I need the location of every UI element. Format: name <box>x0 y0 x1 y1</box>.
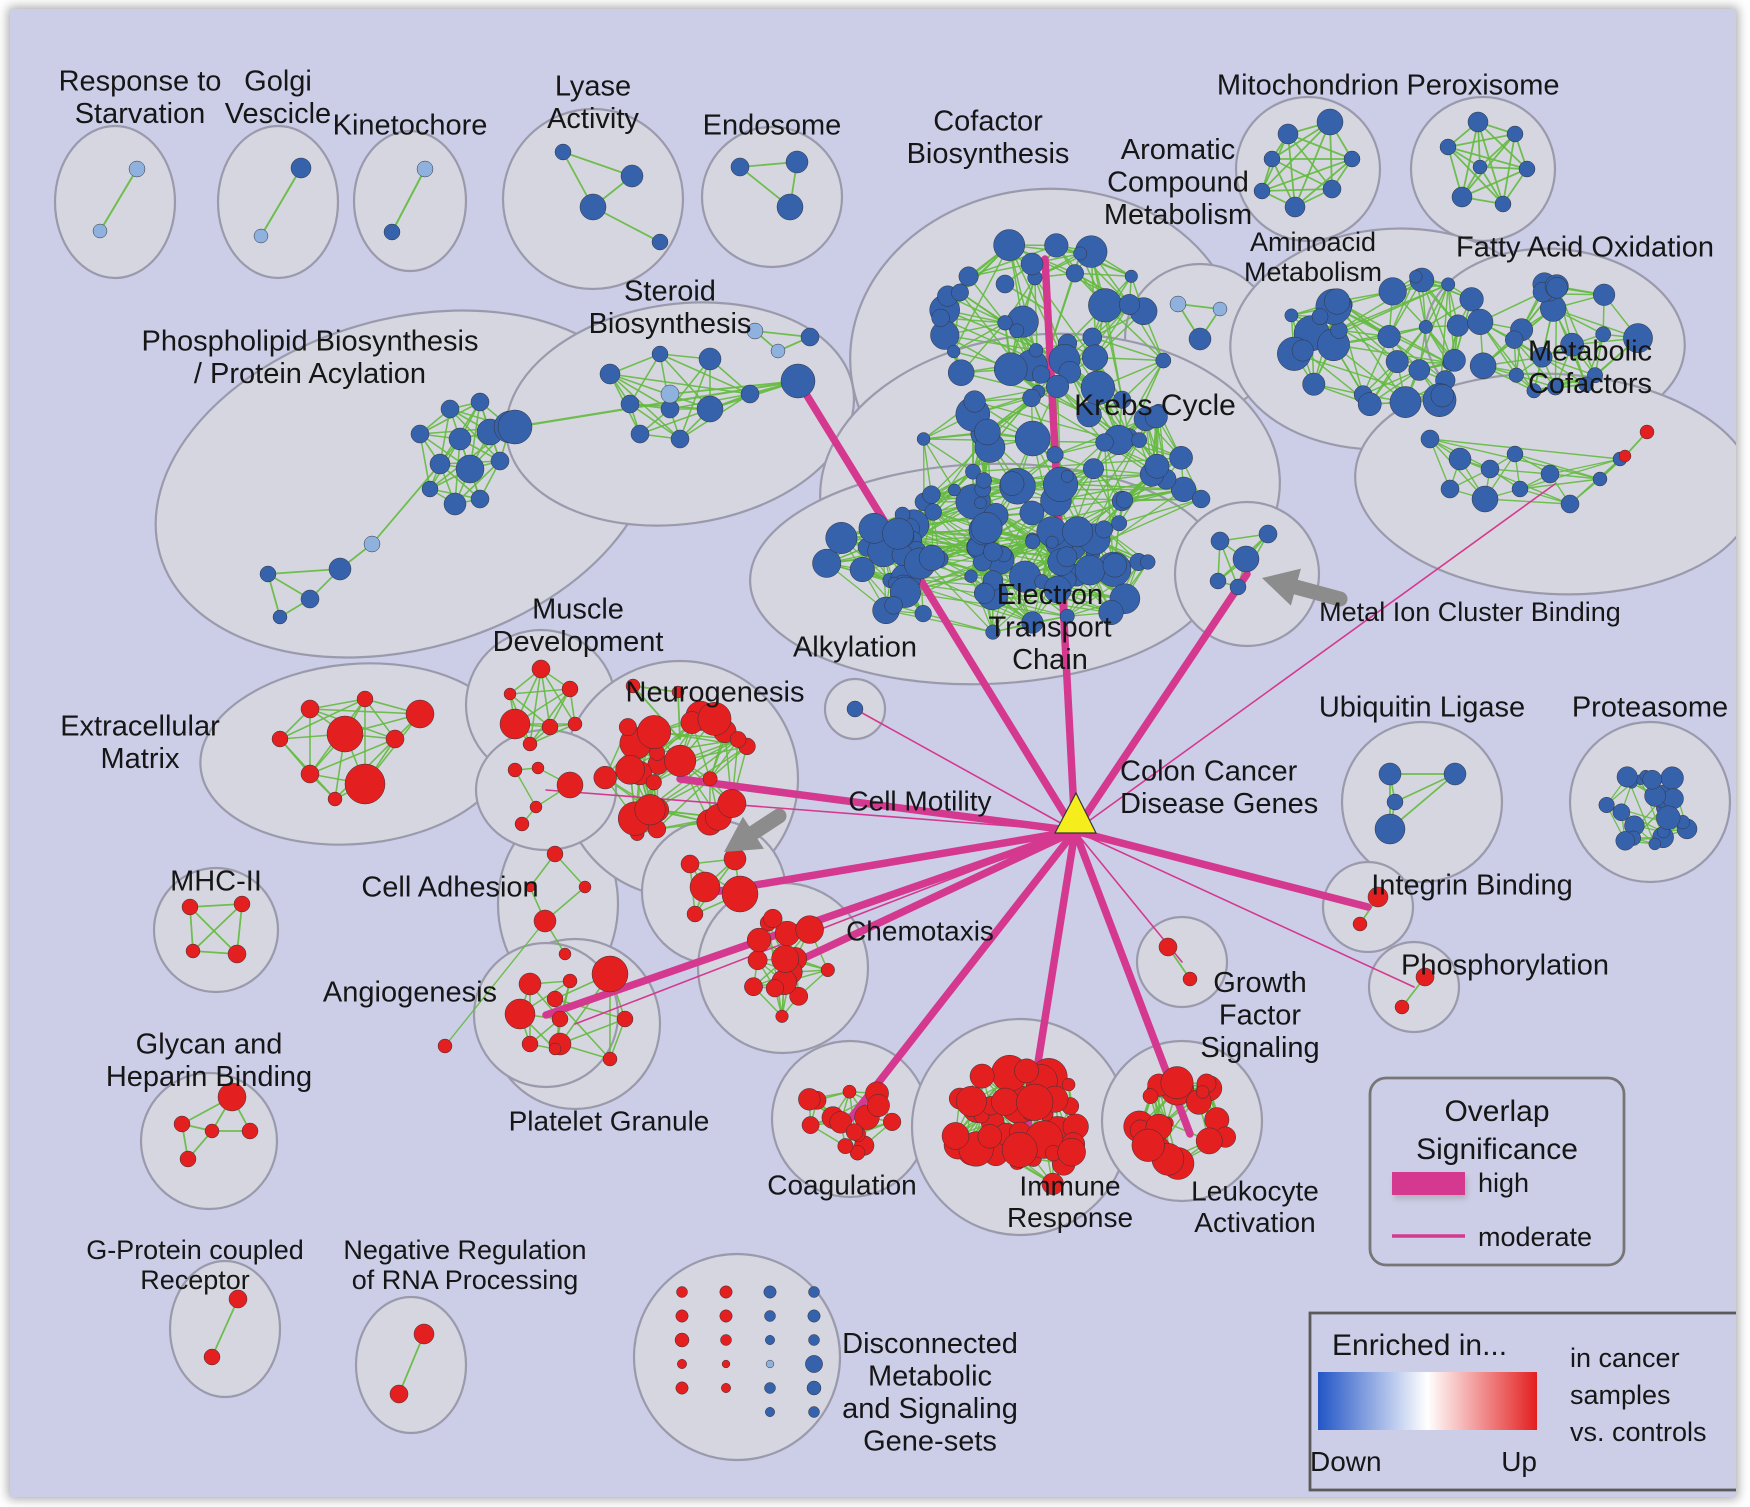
svg-text:Aromatic: Aromatic <box>1121 134 1235 166</box>
svg-text:Angiogenesis: Angiogenesis <box>323 977 497 1009</box>
svg-text:Cell Motility: Cell Motility <box>848 785 991 816</box>
svg-text:Enriched in...: Enriched in... <box>1332 1329 1507 1362</box>
svg-text:Metabolism: Metabolism <box>1104 199 1252 231</box>
svg-text:high: high <box>1478 1168 1529 1198</box>
svg-text:Overlap: Overlap <box>1444 1095 1549 1128</box>
svg-text:Activation: Activation <box>1194 1207 1315 1238</box>
svg-text:Biosynthesis: Biosynthesis <box>907 138 1070 170</box>
svg-text:G-Protein coupled: G-Protein coupled <box>86 1235 304 1265</box>
svg-text:/ Protein Acylation: / Protein Acylation <box>194 358 426 390</box>
svg-text:Endosome: Endosome <box>703 110 842 142</box>
svg-text:Cofactor: Cofactor <box>933 105 1043 137</box>
svg-text:Phosphorylation: Phosphorylation <box>1401 950 1609 982</box>
svg-text:vs. controls: vs. controls <box>1570 1417 1707 1447</box>
svg-text:Platelet Granule: Platelet Granule <box>509 1105 710 1136</box>
svg-text:Mitochondrion: Mitochondrion <box>1217 70 1399 102</box>
svg-text:Development: Development <box>493 626 664 658</box>
svg-text:Receptor: Receptor <box>140 1265 250 1295</box>
svg-text:Alkylation: Alkylation <box>793 632 917 664</box>
svg-text:Down: Down <box>1310 1446 1382 1477</box>
svg-text:Krebs Cycle: Krebs Cycle <box>1074 389 1236 422</box>
svg-text:Coagulation: Coagulation <box>767 1169 916 1200</box>
svg-text:Kinetochore: Kinetochore <box>333 110 488 142</box>
svg-text:Chain: Chain <box>1012 644 1088 676</box>
svg-text:Golgi: Golgi <box>244 65 312 97</box>
svg-text:Negative Regulation: Negative Regulation <box>343 1235 586 1265</box>
svg-text:Starvation: Starvation <box>75 98 206 130</box>
svg-text:Response: Response <box>1007 1202 1133 1233</box>
svg-text:in cancer: in cancer <box>1570 1343 1680 1373</box>
svg-text:Proteasome: Proteasome <box>1572 692 1728 724</box>
svg-text:Response to: Response to <box>59 65 222 97</box>
svg-text:Transport: Transport <box>988 612 1111 644</box>
svg-text:Ubiquitin Ligase: Ubiquitin Ligase <box>1319 692 1525 724</box>
svg-text:Peroxisome: Peroxisome <box>1406 70 1559 102</box>
svg-text:Gene-sets: Gene-sets <box>863 1425 997 1457</box>
svg-text:Aminoacid: Aminoacid <box>1250 227 1376 257</box>
svg-text:Immune: Immune <box>1019 1171 1120 1202</box>
svg-text:Cofactors: Cofactors <box>1528 368 1652 400</box>
svg-text:Up: Up <box>1501 1446 1537 1477</box>
svg-text:Vescicle: Vescicle <box>225 98 331 130</box>
svg-text:Extracellular: Extracellular <box>60 710 220 742</box>
svg-text:Metabolic: Metabolic <box>1528 335 1652 367</box>
svg-text:Matrix: Matrix <box>101 743 180 775</box>
svg-text:Disease Genes: Disease Genes <box>1120 788 1318 820</box>
svg-text:Significance: Significance <box>1416 1133 1578 1166</box>
svg-text:Steroid: Steroid <box>624 275 716 307</box>
svg-text:Metal Ion Cluster Binding: Metal Ion Cluster Binding <box>1319 597 1621 627</box>
svg-text:Chemotaxis: Chemotaxis <box>846 915 994 946</box>
svg-text:moderate: moderate <box>1478 1222 1592 1252</box>
svg-text:Leukocyte: Leukocyte <box>1191 1176 1319 1207</box>
svg-text:Signaling: Signaling <box>1200 1032 1319 1064</box>
svg-text:of RNA Processing: of RNA Processing <box>352 1265 579 1295</box>
svg-text:and Signaling: and Signaling <box>842 1393 1018 1425</box>
svg-text:Metabolic: Metabolic <box>868 1360 992 1392</box>
svg-text:Phospholipid Biosynthesis: Phospholipid Biosynthesis <box>142 325 479 357</box>
svg-text:Lyase: Lyase <box>555 70 631 102</box>
svg-text:Cell Adhesion: Cell Adhesion <box>361 872 538 904</box>
svg-text:Muscle: Muscle <box>532 593 624 625</box>
svg-text:Fatty Acid Oxidation: Fatty Acid Oxidation <box>1456 232 1714 264</box>
svg-text:Colon Cancer: Colon Cancer <box>1120 755 1298 787</box>
svg-text:Factor: Factor <box>1219 1000 1302 1032</box>
svg-text:Integrin Binding: Integrin Binding <box>1371 870 1573 902</box>
svg-text:samples: samples <box>1570 1380 1671 1410</box>
svg-text:Electron: Electron <box>997 579 1103 611</box>
svg-text:Growth: Growth <box>1213 967 1306 999</box>
svg-text:Metabolism: Metabolism <box>1244 257 1382 287</box>
svg-text:Heparin Binding: Heparin Binding <box>106 1061 312 1093</box>
svg-text:Compound: Compound <box>1107 167 1249 199</box>
svg-text:Neurogenesis: Neurogenesis <box>626 677 805 709</box>
svg-text:Activity: Activity <box>547 103 639 135</box>
svg-text:MHC-II: MHC-II <box>170 866 262 898</box>
svg-text:Disconnected: Disconnected <box>842 1328 1018 1360</box>
svg-text:Biosynthesis: Biosynthesis <box>589 308 752 340</box>
svg-text:Glycan and: Glycan and <box>136 1028 283 1060</box>
